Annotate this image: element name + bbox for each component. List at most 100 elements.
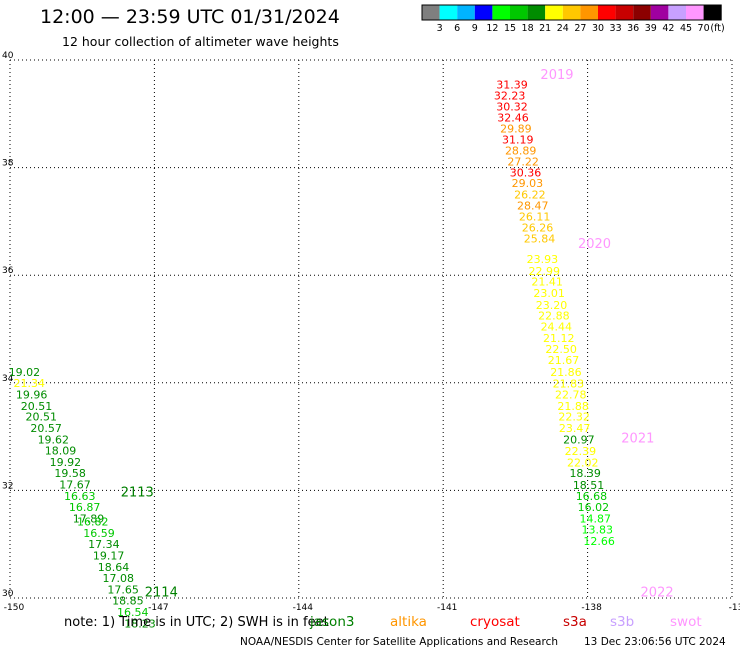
colorbar-swatch bbox=[439, 5, 458, 20]
colorbar-tick-label: 24 bbox=[557, 23, 569, 34]
data-label-jason3: 17.89 bbox=[73, 512, 105, 525]
data-label-cryosat: 16.02 bbox=[578, 501, 610, 514]
data-label-cryosat: 26.11 bbox=[519, 211, 551, 224]
data-label-cryosat: 13.83 bbox=[581, 524, 613, 537]
data-label-jason3: 20.57 bbox=[30, 422, 62, 435]
colorbar-tick-label: 21 bbox=[539, 23, 551, 34]
data-label-cryosat: 29.89 bbox=[500, 122, 532, 135]
data-label-cryosat: 21.86 bbox=[550, 366, 582, 379]
y-tick-label: 36 bbox=[2, 266, 14, 276]
colorbar-swatch bbox=[492, 5, 510, 20]
data-label-jason3: 16.87 bbox=[69, 501, 101, 514]
data-label-jason3: 17.67 bbox=[59, 478, 91, 491]
colorbar-swatch bbox=[686, 5, 704, 20]
legend-item-s3b: s3b bbox=[610, 614, 634, 630]
data-label-cryosat: 22.39 bbox=[565, 445, 597, 458]
colorbar-swatch bbox=[668, 5, 686, 20]
data-label-jason3: 16.54 bbox=[117, 606, 149, 619]
data-label-cryosat: 21.12 bbox=[543, 332, 575, 345]
data-label-cryosat: 24.44 bbox=[541, 320, 573, 333]
colorbar-tick-label: 70 bbox=[698, 23, 710, 34]
colorbar-tick-label: 39 bbox=[645, 23, 657, 34]
x-tick-label: -150 bbox=[4, 603, 25, 613]
data-label-cryosat: 27.22 bbox=[507, 156, 539, 169]
data-label-jason3: 19.02 bbox=[9, 366, 41, 379]
colorbar-tick-label: 15 bbox=[504, 23, 516, 34]
data-label-cryosat: 31.19 bbox=[502, 134, 534, 147]
colorbar-tick-label: 42 bbox=[662, 23, 674, 34]
x-tick-label: -13 bbox=[729, 603, 740, 613]
colorbar-swatch bbox=[562, 5, 581, 20]
colorbar: 3 6 9 12 15 18 21 24 27 30 33 36 39 42 45 70 (ft) bbox=[421, 4, 725, 34]
colorbar-tick-label: 30 bbox=[592, 23, 604, 34]
data-label-cryosat: 21.83 bbox=[553, 377, 585, 390]
colorbar-tick-label: 18 bbox=[522, 23, 534, 34]
data-label-cryosat: 21.88 bbox=[557, 400, 589, 413]
colorbar-tick-label: 33 bbox=[610, 23, 622, 34]
hour-label: 2114 bbox=[145, 586, 178, 601]
data-label-jason3: 20.51 bbox=[26, 411, 58, 424]
colorbar-tick-label: 27 bbox=[574, 23, 586, 34]
data-label-cryosat: 23.20 bbox=[536, 299, 568, 312]
y-tick-label: 40 bbox=[2, 51, 14, 61]
chart-title: 12:00 — 23:59 UTC 01/31/2024 bbox=[40, 6, 340, 28]
satellite-legend: jason3 altika cryosat s3a s3b swot bbox=[309, 614, 702, 630]
data-label-cryosat: 12.66 bbox=[583, 535, 615, 548]
data-label-jason3: 18.23 bbox=[124, 617, 156, 630]
legend-item-altika: altika bbox=[390, 614, 427, 630]
data-label-jason3: 21.34 bbox=[14, 377, 46, 390]
data-label-cryosat: 20.97 bbox=[563, 433, 595, 446]
data-label-jason3: 16.82 bbox=[77, 516, 109, 529]
colorbar-swatch bbox=[474, 5, 493, 20]
data-label-jason3: 17.34 bbox=[88, 538, 120, 551]
chart-subtitle: 12 hour collection of altimeter wave hei… bbox=[62, 34, 339, 49]
y-tick-label: 32 bbox=[2, 481, 13, 491]
legend-item-swot: swot bbox=[670, 614, 702, 630]
colorbar-swatch bbox=[598, 5, 616, 20]
data-label-cryosat: 31.39 bbox=[496, 79, 528, 92]
colorbar-swatch bbox=[633, 5, 651, 20]
footer: note: 1) Time is in UTC; 2) SWH is in fe… bbox=[64, 614, 726, 648]
timestamp-text: 13 Dec 23:06:56 UTC 2024 bbox=[584, 636, 726, 648]
data-label-jason3: 19.58 bbox=[54, 467, 86, 480]
y-tick-label: 30 bbox=[2, 589, 14, 599]
legend-item-cryosat: cryosat bbox=[470, 614, 520, 630]
grid bbox=[9, 59, 733, 599]
data-label-cryosat: 22.78 bbox=[555, 389, 587, 402]
y-tick-label: 34 bbox=[2, 374, 14, 384]
data-label-jason3: 16.63 bbox=[64, 490, 96, 503]
x-tick-label: -144 bbox=[293, 603, 314, 613]
data-label-cryosat: 22.88 bbox=[538, 310, 570, 323]
colorbar-swatch bbox=[615, 5, 634, 20]
colorbar-tick-label: 12 bbox=[486, 23, 498, 34]
data-label-cryosat: 29.03 bbox=[512, 177, 544, 190]
data-label-jason3: 19.62 bbox=[38, 433, 70, 446]
hour-label: 2019 bbox=[540, 68, 573, 83]
colorbar-swatch bbox=[545, 5, 563, 20]
data-label-cryosat: 23.47 bbox=[559, 422, 591, 435]
data-label-cryosat: 26.26 bbox=[522, 221, 554, 234]
data-label-cryosat: 25.84 bbox=[524, 233, 556, 246]
colorbar-tick-label: 3 bbox=[437, 23, 443, 34]
data-label-jason3: 19.17 bbox=[93, 549, 125, 562]
data-label-cryosat: 28.47 bbox=[517, 199, 549, 212]
data-label-cryosat: 22.32 bbox=[558, 411, 590, 424]
x-tick-label: -141 bbox=[437, 603, 457, 613]
hour-label: 2113 bbox=[121, 485, 154, 500]
hour-label: 2022 bbox=[641, 586, 674, 601]
data-label-jason3: 16.59 bbox=[83, 527, 115, 540]
credit-text: NOAA/NESDIS Center for Satellite Applica… bbox=[240, 636, 558, 648]
data-label-cryosat: 23.01 bbox=[533, 287, 565, 300]
hour-label: 2020 bbox=[578, 237, 611, 252]
y-axis: 40 38 36 34 32 30 bbox=[2, 51, 14, 599]
colorbar-swatch bbox=[510, 5, 528, 20]
colorbar-unit: (ft) bbox=[710, 23, 724, 34]
legend-item-jason3: jason3 bbox=[309, 614, 354, 630]
data-label-cryosat: 23.93 bbox=[527, 253, 559, 266]
colorbar-tick-label: 45 bbox=[680, 23, 692, 34]
data-label-cryosat: 28.89 bbox=[505, 144, 537, 157]
data-label-jason3: 19.92 bbox=[50, 456, 82, 469]
hour-label: 2021 bbox=[621, 432, 654, 447]
data-label-cryosat: 22.50 bbox=[545, 343, 577, 356]
